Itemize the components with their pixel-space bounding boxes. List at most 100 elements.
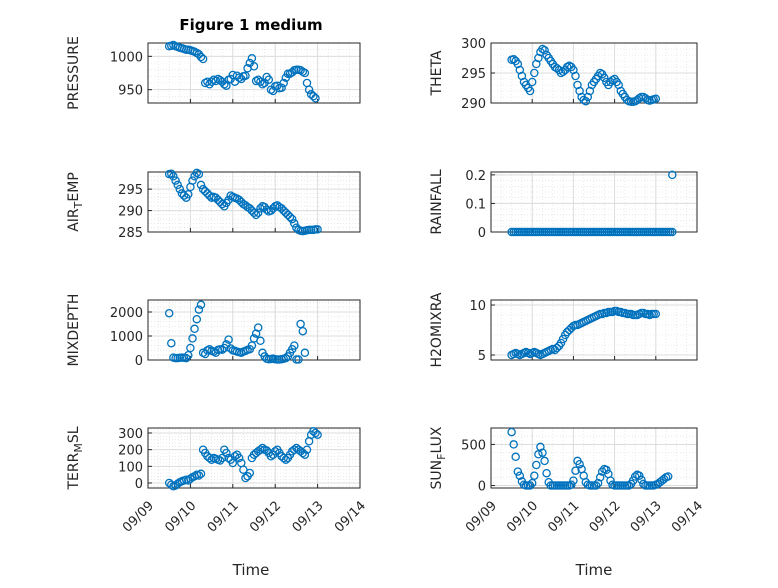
data-point — [262, 446, 271, 455]
data-point — [247, 54, 257, 63]
data-point — [509, 54, 518, 64]
data-point — [200, 187, 210, 196]
subplot-8: 0 500 09/09 09/10 09/11 09/12 09/13 09/14 SUNFLU… — [429, 426, 706, 535]
axes-box — [147, 299, 361, 361]
x-tick-label: 09/13 — [290, 498, 327, 535]
y-tick-label: 295 — [461, 67, 486, 82]
data-points — [164, 40, 320, 103]
data-point — [253, 208, 263, 217]
data-point — [260, 202, 269, 212]
y-axis-label: RAINFALL — [429, 169, 445, 234]
y-tick-label: 10 — [469, 299, 486, 314]
data-point — [287, 214, 297, 224]
data-point — [511, 452, 520, 462]
data-point — [567, 480, 576, 489]
data-point — [230, 452, 240, 461]
data-point — [266, 206, 276, 215]
data-point — [207, 455, 216, 464]
y-axis-label: PRESSURE — [66, 36, 82, 110]
data-point — [241, 473, 250, 483]
data-point — [164, 308, 174, 318]
data-point — [311, 428, 320, 438]
data-point — [205, 344, 214, 354]
data-points — [507, 170, 677, 237]
data-point — [184, 190, 193, 199]
data-point — [270, 447, 280, 456]
data-point — [217, 453, 227, 463]
y-axis-label: THETA — [429, 50, 445, 96]
data-point — [239, 465, 248, 474]
x-tick-label: 09/12 — [247, 498, 284, 535]
data-point — [220, 80, 229, 89]
y-tick-label: 5 — [478, 349, 486, 364]
data-point — [556, 338, 566, 348]
data-point — [211, 76, 221, 86]
data-point — [628, 476, 638, 485]
data-point — [600, 73, 609, 83]
data-point — [527, 77, 537, 87]
data-point — [313, 430, 322, 439]
x-tick-label: 09/11 — [545, 498, 582, 535]
data-point — [639, 479, 648, 489]
data-point — [188, 334, 197, 343]
data-point — [186, 343, 195, 353]
data-point — [635, 471, 644, 480]
data-point — [313, 225, 322, 234]
data-point — [591, 481, 601, 490]
data-point — [194, 471, 204, 480]
data-point — [651, 94, 661, 104]
data-point — [300, 68, 310, 78]
data-point — [571, 466, 580, 475]
data-point — [569, 476, 578, 485]
data-point — [296, 66, 305, 75]
data-point — [309, 92, 318, 101]
y-axis-label: MIXDEPTH — [66, 294, 82, 367]
x-tick-label: 09/12 — [587, 498, 624, 535]
data-point — [525, 481, 535, 490]
data-points — [164, 427, 322, 491]
data-point — [266, 452, 276, 461]
data-point — [279, 206, 288, 215]
y-tick-label: 100 — [118, 460, 143, 475]
data-points — [507, 44, 661, 107]
data-point — [311, 94, 320, 103]
data-point — [192, 314, 202, 324]
data-point — [175, 184, 185, 194]
data-point — [251, 76, 261, 86]
data-point — [558, 334, 568, 344]
y-tick-label: 1000 — [110, 330, 143, 345]
data-point — [279, 78, 288, 88]
data-point — [241, 71, 250, 80]
data-point — [538, 448, 547, 457]
x-tick-label: 09/10 — [162, 498, 199, 535]
data-point — [186, 474, 195, 484]
data-point — [668, 170, 677, 180]
y-axis-label: TERRMSL — [66, 426, 85, 490]
data-point — [593, 478, 603, 488]
data-point — [595, 473, 605, 482]
data-point — [169, 172, 178, 181]
data-point — [668, 227, 677, 237]
figure-title: Figure 1 medium — [179, 16, 322, 34]
data-points — [507, 306, 661, 360]
y-axis-label: SUNFLUX — [429, 426, 448, 489]
data-point — [224, 335, 233, 344]
data-points — [507, 427, 673, 490]
data-point — [281, 208, 291, 217]
data-point — [194, 305, 204, 314]
data-point — [302, 445, 312, 454]
data-point — [196, 469, 206, 479]
x-tick-label: 09/14 — [669, 498, 706, 535]
data-point — [575, 459, 584, 469]
data-point — [624, 481, 634, 490]
subplot-1: 950 1000 PRESSURE — [66, 36, 361, 110]
data-point — [253, 323, 263, 332]
data-point — [258, 80, 267, 89]
data-point — [581, 96, 591, 106]
data-point — [256, 336, 265, 346]
data-point — [300, 348, 310, 358]
data-point — [542, 468, 551, 478]
data-point — [540, 456, 549, 466]
